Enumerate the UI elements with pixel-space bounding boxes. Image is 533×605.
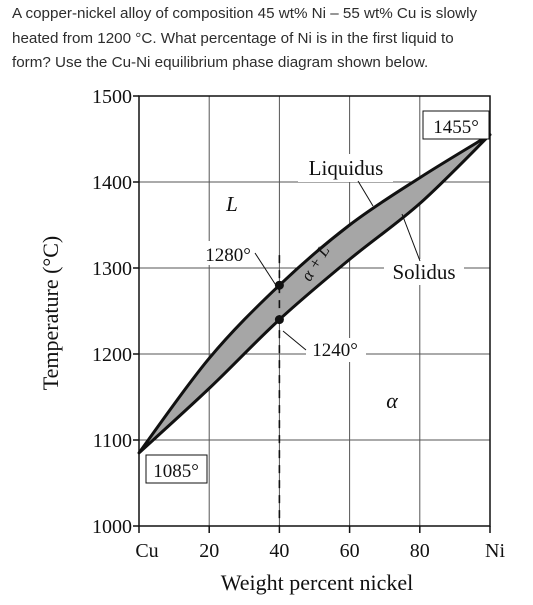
liquidus-pointer (357, 180, 374, 207)
axis-ticks (133, 95, 491, 533)
liquidus-label: Liquidus (309, 156, 384, 180)
alpha-region-label: α (386, 388, 398, 413)
label-1240-bg (306, 338, 366, 362)
label-1280-bg (198, 241, 260, 265)
y-tick-label: 1200 (92, 344, 132, 366)
label-1455: 1455° (433, 117, 479, 138)
solidus-label: Solidus (392, 260, 455, 284)
x-axis-cu-label: Cu (135, 540, 158, 562)
y-tick-label: 1100 (93, 430, 132, 452)
label-1280-pointer (254, 252, 280, 291)
x-axis-title: Weight percent nickel (221, 570, 413, 595)
x-axis-ni-label: Ni (485, 540, 505, 562)
label-1240: 1240° (312, 340, 358, 361)
question-line-1: A copper-nickel alloy of composition 45 … (12, 5, 478, 22)
label-box-1455 (422, 110, 490, 140)
liquidus-label-bg (298, 154, 393, 182)
y-axis-title: Temperature (°C) (38, 236, 63, 390)
x-tick-label: 40 (269, 540, 289, 562)
question-line-3: form? Use the Cu-Ni equilibrium phase di… (12, 54, 429, 71)
liquid-region-label: L (225, 192, 238, 216)
y-tick-label: 1000 (92, 516, 132, 538)
label-1085: 1085° (153, 461, 199, 482)
x-tick-label: 60 (340, 540, 360, 562)
label-1240-pointer (282, 330, 307, 351)
solidus-intersection-point (274, 315, 284, 325)
solidus-pointer (401, 213, 421, 262)
y-tick-label: 1300 (92, 258, 132, 280)
y-tick-label: 1500 (92, 86, 132, 108)
label-box-1085 (145, 454, 208, 484)
x-tick-label: 80 (410, 540, 430, 562)
plot-border (138, 95, 491, 527)
question-text: A copper-nickel alloy of composition 45 … (12, 2, 527, 76)
y-tick-label: 1400 (92, 172, 132, 194)
solidus-label-bg (384, 259, 464, 285)
x-tick-label: 20 (199, 540, 219, 562)
question-line-2: heated from 1200 °C. What percentage of … (12, 29, 454, 47)
label-1280: 1280° (205, 245, 251, 266)
